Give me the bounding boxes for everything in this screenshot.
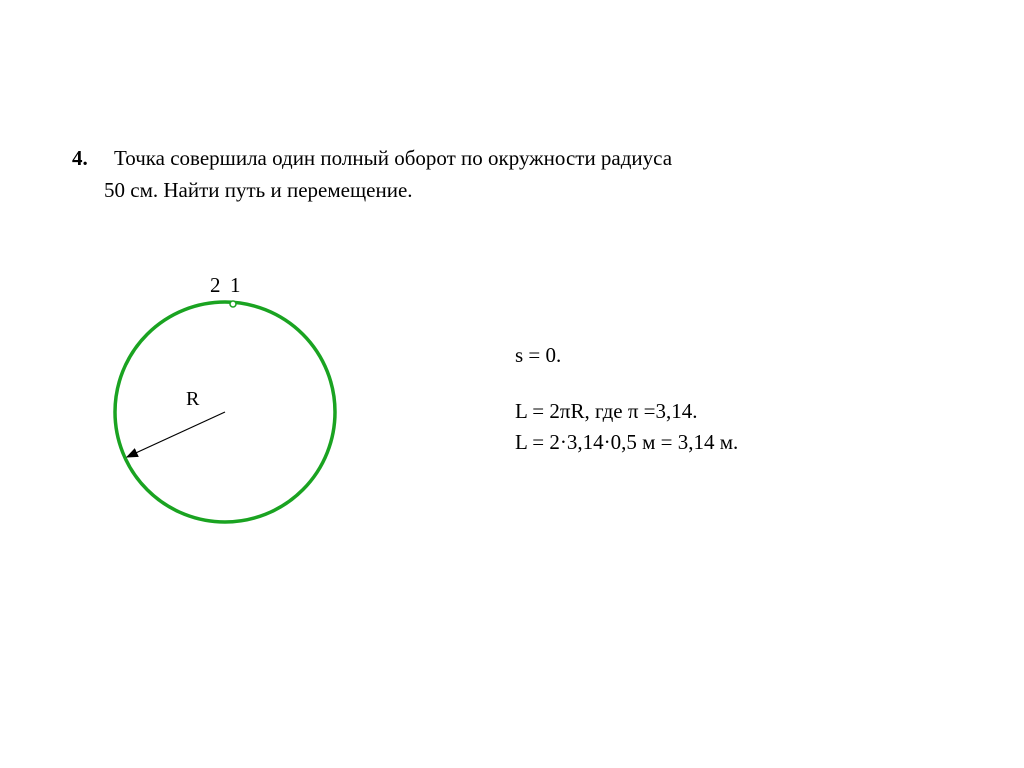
problem-statement: 4. Точка совершила один полный оборот по… (72, 143, 672, 206)
radius-label: R (186, 388, 199, 411)
radius-arrow (127, 412, 225, 457)
problem-line1: Точка совершила один полный оборот по ок… (114, 146, 672, 170)
point-marker (230, 301, 236, 307)
solution-line-3: L = 2·3,14·0,5 м = 3,14 м. (515, 427, 738, 459)
solution-line-2: L = 2πR, где π =3,14. (515, 396, 738, 428)
solution-block: s = 0. L = 2πR, где π =3,14. L = 2·3,14·… (515, 340, 738, 459)
solution-line-1: s = 0. (515, 340, 738, 372)
problem-number: 4. (72, 146, 88, 170)
diagram-svg (105, 292, 345, 532)
circle-diagram (105, 292, 345, 532)
problem-line2: 50 см. Найти путь и перемещение. (104, 175, 672, 207)
